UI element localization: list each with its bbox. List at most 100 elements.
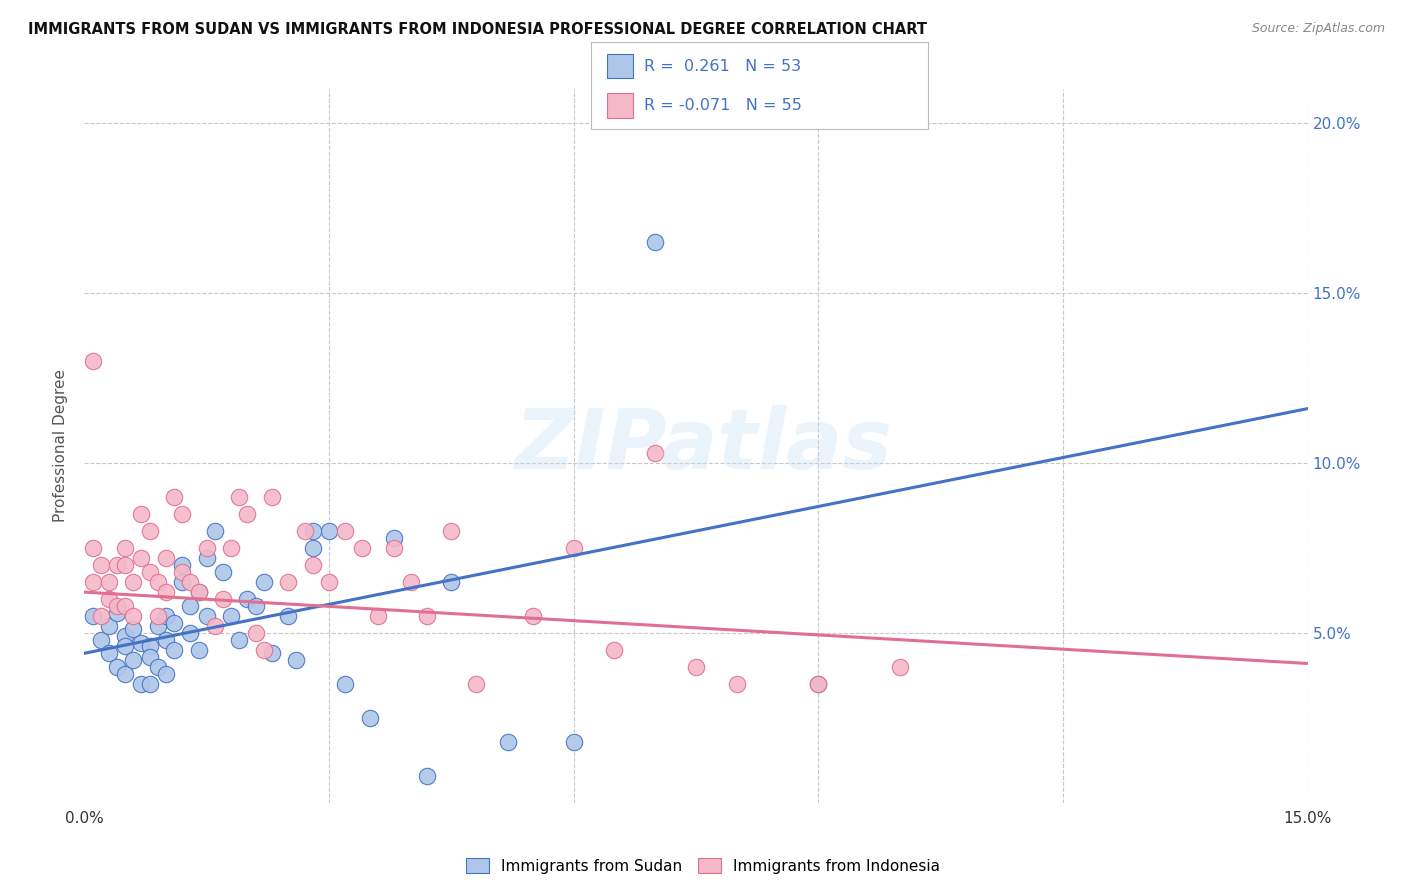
Point <box>122 574 145 589</box>
Point <box>212 591 235 606</box>
Point <box>138 565 160 579</box>
Point <box>464 677 486 691</box>
Point <box>163 615 186 630</box>
Point <box>236 507 259 521</box>
Point <box>644 235 666 249</box>
Point <box>155 632 177 647</box>
Point <box>155 666 177 681</box>
Point <box>114 666 136 681</box>
Text: Source: ZipAtlas.com: Source: ZipAtlas.com <box>1251 22 1385 36</box>
Point <box>522 608 544 623</box>
Point <box>277 608 299 623</box>
Point <box>277 574 299 589</box>
Point <box>562 541 585 555</box>
Point <box>725 677 748 691</box>
Point <box>335 524 357 538</box>
Point <box>562 734 585 748</box>
Point <box>146 660 169 674</box>
Point <box>498 734 520 748</box>
Point <box>114 629 136 643</box>
Point <box>138 524 160 538</box>
Point <box>219 541 242 555</box>
Point <box>603 643 626 657</box>
Point <box>195 551 218 566</box>
Point <box>350 541 373 555</box>
Point <box>318 524 340 538</box>
Point <box>122 653 145 667</box>
Point <box>236 591 259 606</box>
Point <box>382 531 405 545</box>
Point <box>131 551 153 566</box>
Point <box>90 558 112 572</box>
Point <box>131 507 153 521</box>
Point <box>114 558 136 572</box>
Point <box>195 608 218 623</box>
Point <box>155 608 177 623</box>
Point <box>644 446 666 460</box>
Point <box>335 677 357 691</box>
Point <box>195 541 218 555</box>
Point <box>114 640 136 654</box>
Text: IMMIGRANTS FROM SUDAN VS IMMIGRANTS FROM INDONESIA PROFESSIONAL DEGREE CORRELATI: IMMIGRANTS FROM SUDAN VS IMMIGRANTS FROM… <box>28 22 927 37</box>
Point <box>228 490 250 504</box>
Point <box>253 643 276 657</box>
Point <box>187 585 209 599</box>
Point <box>179 626 201 640</box>
Legend: Immigrants from Sudan, Immigrants from Indonesia: Immigrants from Sudan, Immigrants from I… <box>460 852 946 880</box>
Point <box>179 574 201 589</box>
Point <box>114 541 136 555</box>
Point <box>204 524 226 538</box>
Point <box>131 677 153 691</box>
Point <box>146 574 169 589</box>
Point <box>219 608 242 623</box>
Point <box>82 354 104 368</box>
Point <box>172 574 194 589</box>
Point <box>138 677 160 691</box>
Point <box>146 619 169 633</box>
Point <box>97 574 120 589</box>
Point <box>301 524 323 538</box>
Point <box>285 653 308 667</box>
Point <box>172 565 194 579</box>
Point <box>163 643 186 657</box>
Point <box>155 585 177 599</box>
Point <box>245 626 267 640</box>
Point <box>359 711 381 725</box>
Point <box>260 646 283 660</box>
Point <box>97 591 120 606</box>
Point <box>105 606 128 620</box>
Point <box>294 524 316 538</box>
Point <box>301 541 323 555</box>
Point <box>172 507 194 521</box>
Point <box>382 541 405 555</box>
Point <box>301 558 323 572</box>
Point <box>105 558 128 572</box>
Point <box>114 599 136 613</box>
Point <box>179 599 201 613</box>
Point <box>172 558 194 572</box>
Point <box>889 660 911 674</box>
Point <box>187 585 209 599</box>
Point <box>416 769 439 783</box>
Point <box>138 649 160 664</box>
Point <box>187 643 209 657</box>
Point <box>245 599 267 613</box>
Point <box>155 551 177 566</box>
Point <box>807 677 830 691</box>
Point <box>138 640 160 654</box>
Point <box>440 574 463 589</box>
Point <box>82 574 104 589</box>
Point <box>146 608 169 623</box>
Point <box>416 608 439 623</box>
Point <box>253 574 276 589</box>
Point <box>105 599 128 613</box>
Point <box>97 619 120 633</box>
Point <box>318 574 340 589</box>
Text: R =  0.261   N = 53: R = 0.261 N = 53 <box>644 59 801 73</box>
Point <box>97 646 120 660</box>
Point <box>122 608 145 623</box>
Point <box>685 660 707 674</box>
Point <box>204 619 226 633</box>
Point <box>260 490 283 504</box>
Text: R = -0.071   N = 55: R = -0.071 N = 55 <box>644 98 801 112</box>
